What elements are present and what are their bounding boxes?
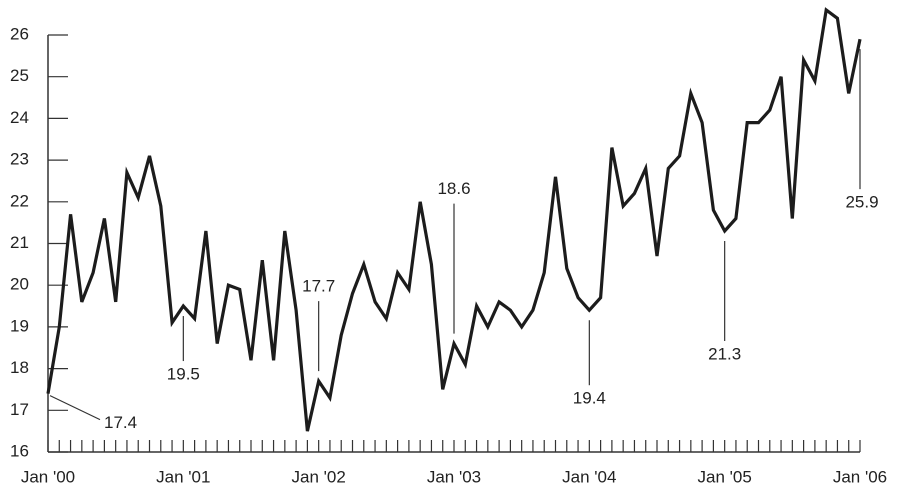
data-label: 19.4: [573, 389, 606, 408]
y-tick-label: 22: [10, 191, 29, 210]
y-tick-label: 24: [10, 108, 29, 127]
y-tick-label: 25: [10, 66, 29, 85]
y-tick-label: 20: [10, 275, 29, 294]
data-label: 17.4: [104, 413, 137, 432]
data-label: 17.7: [302, 277, 335, 296]
data-line: [46, 7, 862, 432]
y-tick-label: 23: [10, 150, 29, 169]
data-label: 18.6: [437, 179, 470, 198]
x-tick-label: Jan '05: [698, 467, 752, 486]
x-tick-label: Jan '04: [562, 467, 616, 486]
x-tick-label: Jan '03: [427, 467, 481, 486]
y-tick-label: 16: [10, 441, 29, 460]
x-tick-label: Jan '06: [833, 467, 887, 486]
y-tick-label: 18: [10, 358, 29, 377]
y-tick-label: 21: [10, 233, 29, 252]
data-label: 21.3: [708, 344, 741, 363]
x-tick-label: Jan '02: [292, 467, 346, 486]
data-label: 25.9: [845, 193, 878, 212]
leader-line: [49, 395, 101, 421]
y-tick-label: 17: [10, 400, 29, 419]
data-label: 19.5: [167, 365, 200, 384]
x-tick-label: Jan '00: [21, 467, 75, 486]
y-tick-label: 26: [10, 24, 29, 43]
y-tick-label: 19: [10, 316, 29, 335]
x-tick-label: Jan '01: [156, 467, 210, 486]
